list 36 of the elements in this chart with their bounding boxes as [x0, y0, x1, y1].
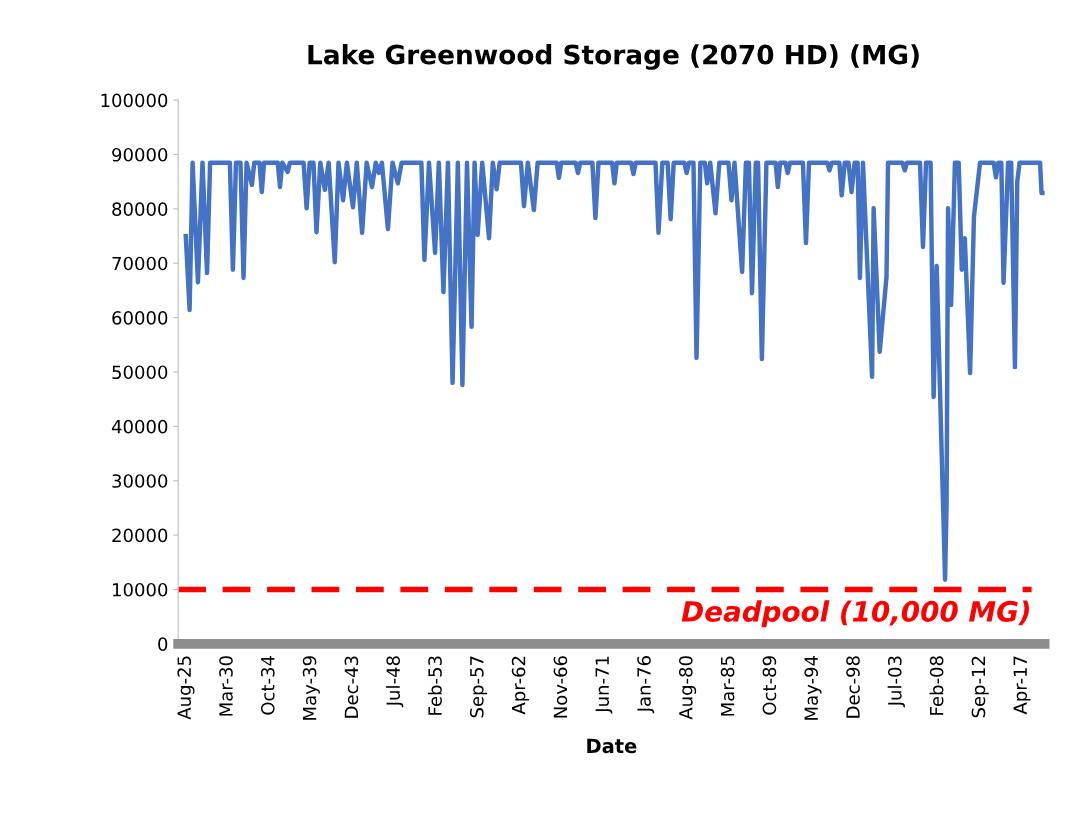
y-tick-label: 60000: [112, 311, 168, 325]
x-tick-label: Apr-17: [1013, 656, 1031, 715]
x-tick-label: May-39: [302, 656, 320, 720]
x-tick-label: Nov-66: [553, 656, 568, 718]
y-tick-label: 40000: [111, 419, 168, 434]
x-tick-label: Aug-25: [177, 656, 195, 720]
x-tick-label: Jun-71: [595, 656, 613, 714]
ref-line-label: Deadpool (10,000 MG): [681, 600, 1030, 628]
chart-title: Lake Greenwood Storage (2070 HD) (MG): [308, 44, 919, 70]
x-tick-label: Oct-34: [260, 656, 275, 715]
x-tick-label: Mar-30: [219, 656, 233, 716]
y-tick-label: 10000: [113, 582, 168, 597]
x-tick-label: Jul-03: [887, 656, 905, 708]
x-tick-label: Jan-76: [637, 656, 655, 714]
y-tick-label: 80000: [112, 202, 168, 216]
x-tick-label: Aug-80: [678, 656, 697, 720]
x-tick-label: Sep-57: [469, 656, 488, 718]
line-series: [183, 160, 1045, 582]
x-tick-label: Oct-89: [762, 656, 777, 715]
x-tick-label: Feb-08: [929, 656, 944, 715]
y-tick-label: 30000: [112, 474, 168, 488]
x-tick-label: Feb-53: [427, 656, 442, 715]
x-tick-label: Mar-85: [720, 656, 735, 716]
x-tick-label: Sep-12: [971, 656, 989, 718]
x-tick-label: Dec-43: [344, 656, 359, 718]
y-tick-label: 90000: [112, 147, 168, 162]
y-tick-label: 50000: [112, 365, 168, 380]
y-tick-label: 20000: [112, 528, 168, 543]
y-tick-label: 100000: [101, 93, 168, 108]
y-tick-label: 0: [158, 637, 168, 651]
x-tick-label: May-94: [804, 656, 822, 720]
y-tick-label: 70000: [112, 256, 168, 271]
x-tick-label: Dec-98: [846, 656, 860, 718]
x-tick-label: Apr-62: [511, 656, 529, 715]
x-axis-title: Date: [587, 738, 637, 754]
x-tick-label: Jul-48: [386, 656, 404, 708]
